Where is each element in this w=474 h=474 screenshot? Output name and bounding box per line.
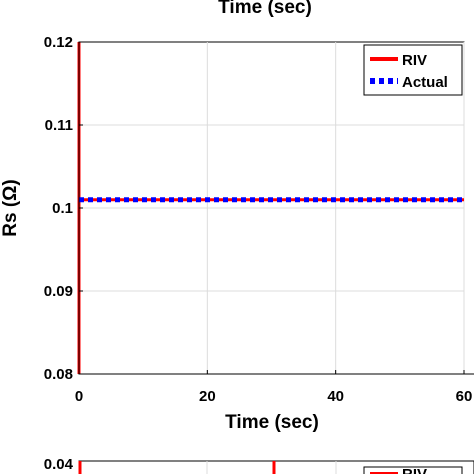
legend: RIV Actual (363, 44, 463, 96)
lower-ytick-label: 0.04 (44, 456, 74, 473)
x-tick-label: 20 (199, 388, 216, 405)
y-tick-label: 0.08 (44, 366, 73, 383)
y-tick-label: 0.09 (44, 283, 73, 300)
grid (79, 42, 465, 374)
top-xlabel: Time (sec) (218, 0, 312, 18)
lower-plot: 0.04 RIV (44, 456, 474, 474)
x-tick-label: 60 (456, 388, 473, 405)
y-ticks: 0.08 0.09 0.1 0.11 0.12 (44, 34, 83, 383)
x-tick-label: 40 (327, 388, 344, 405)
legend-label-riv: RIV (402, 52, 427, 69)
lower-legend-box (363, 466, 463, 474)
y-tick-label: 0.11 (45, 117, 73, 134)
y-tick-label: 0.12 (44, 34, 73, 51)
x-axis-label: Time (sec) (225, 412, 319, 433)
y-axis-label: Rs (Ω) (0, 179, 21, 236)
x-ticks: 0 20 40 60 (75, 370, 473, 405)
y-tick-label: 0.1 (52, 200, 73, 217)
x-tick-label: 0 (75, 388, 83, 405)
lower-legend-label-riv: RIV (402, 466, 427, 474)
legend-box (363, 44, 463, 96)
legend-label-actual: Actual (402, 74, 448, 91)
main-plot: 0 20 40 60 0.08 0.09 0.1 0.11 0.12 Time (sec) R… (0, 34, 474, 433)
